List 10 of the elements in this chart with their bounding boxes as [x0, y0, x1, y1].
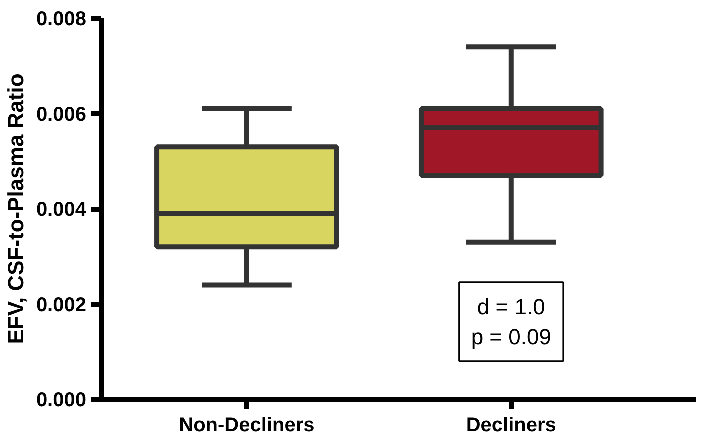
y-tick-label: 0.008 — [36, 8, 87, 30]
y-tick-label: 0.006 — [36, 104, 87, 126]
y-tick-label: 0.000 — [36, 390, 87, 412]
y-tick-label: 0.002 — [36, 294, 87, 316]
y-tick-label: 0.004 — [36, 199, 88, 221]
annotation: d = 1.0 — [477, 294, 546, 320]
x-tick-label: Decliners — [466, 414, 556, 436]
x-tick-label: Non-Decliners — [179, 414, 315, 436]
y-axis-title: EFV, CSF-to-Plasma Ratio — [3, 74, 28, 344]
annotation: p = 0.09 — [471, 324, 552, 350]
